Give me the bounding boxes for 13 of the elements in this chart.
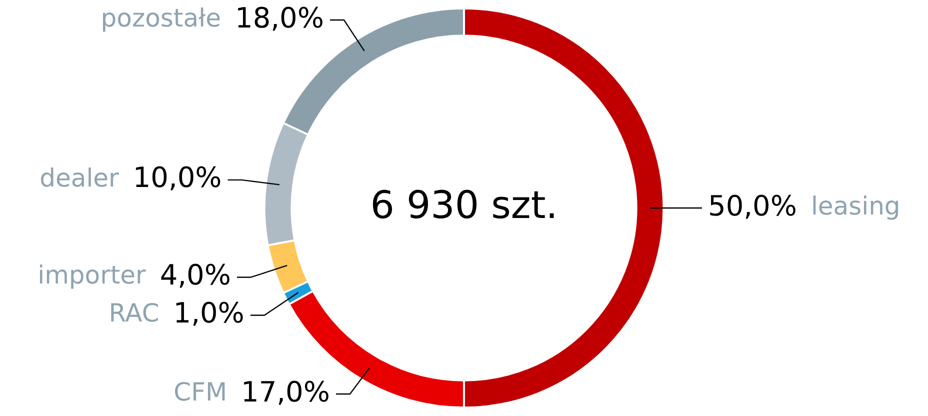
data-label: 18,0% [235, 1, 324, 34]
data-label: 50,0% [708, 189, 797, 222]
slice-label: importer [38, 260, 147, 290]
slice-label: dealer [40, 163, 120, 192]
slice-label: CFM [174, 378, 228, 406]
data-label: 1,0% [173, 296, 244, 330]
data-label: 17,0% [241, 375, 330, 408]
slice-label: pozostałe [100, 4, 222, 32]
slice-label: RAC [108, 298, 160, 328]
slice-label: leasing [810, 192, 900, 220]
text: 6 930 szt. [370, 182, 558, 227]
data-label: 4,0% [160, 258, 231, 292]
data-label: 10,0% [132, 161, 222, 194]
